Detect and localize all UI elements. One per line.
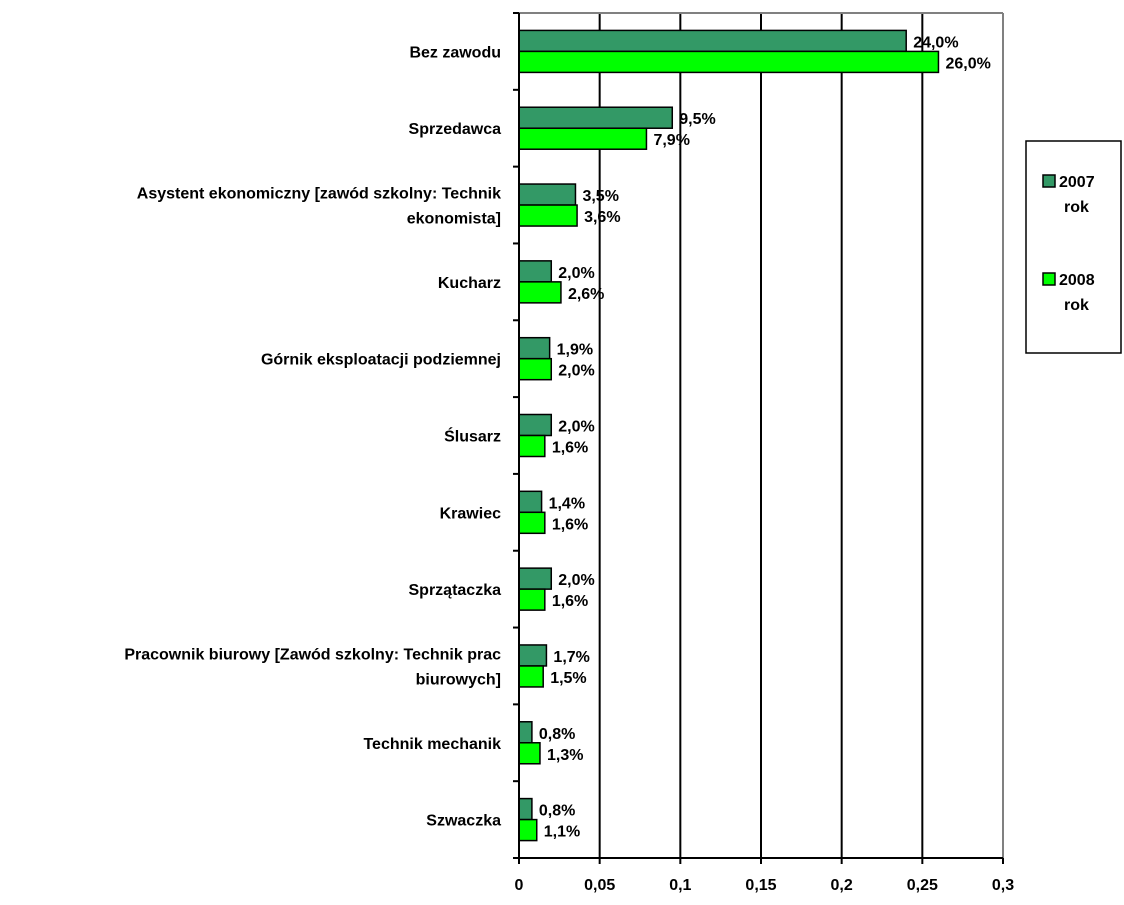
x-tick-label: 0,25 — [907, 877, 938, 894]
category-label: Ślusarz — [444, 427, 501, 446]
data-label: 1,6% — [552, 440, 588, 457]
category-label: Sprzątaczka — [409, 582, 502, 599]
category-label: Kucharz — [438, 275, 501, 292]
data-label: 1,9% — [557, 342, 593, 359]
legend-label: 2008 — [1059, 272, 1095, 289]
x-tick-label: 0,3 — [992, 877, 1014, 894]
category-label: Szwaczka — [426, 813, 501, 830]
data-label: 2,0% — [558, 363, 594, 380]
legend: 2007 rok 2008 rok — [1025, 140, 1122, 354]
legend-box — [1025, 140, 1122, 354]
bar-series1 — [518, 29, 907, 53]
x-tick-label: 0,05 — [584, 877, 615, 894]
bar-series1 — [518, 336, 551, 360]
bar-series1 — [518, 644, 548, 667]
category-label: Górnik eksploatacji podziemnej — [261, 352, 501, 369]
data-label: 2,6% — [568, 286, 604, 303]
bar-series2 — [518, 665, 544, 688]
data-label: 2,0% — [558, 572, 594, 589]
data-label: 3,5% — [582, 188, 618, 205]
bar-series1 — [518, 106, 674, 129]
data-label: 0,8% — [539, 803, 575, 820]
category-label: ekonomista] — [407, 211, 501, 228]
bar-series1 — [518, 183, 577, 206]
axes — [513, 12, 1004, 864]
legend-label: 2007 — [1059, 174, 1095, 191]
category-label: Technik mechanik — [363, 736, 501, 753]
data-label: 26,0% — [945, 55, 990, 72]
bar-series2 — [518, 127, 648, 150]
data-label: 0,8% — [539, 726, 575, 743]
data-label: 9,5% — [679, 111, 715, 128]
data-label: 1,6% — [552, 516, 588, 533]
x-tick-label: 0,15 — [745, 877, 776, 894]
category-labels: Bez zawodu Sprzedawca Asystent ekonomiczny… — [124, 44, 501, 829]
x-tick-label: 0,1 — [669, 877, 691, 894]
data-label: 2,0% — [558, 265, 594, 282]
category-label: Krawiec — [440, 505, 501, 522]
value-labels: 24,0% 26,0% 9,5% 7,9% 3,5% 3,6% 2,0% 2,6% 1,9% 2,… — [539, 34, 991, 840]
bars — [518, 29, 940, 842]
x-tick-label: 0 — [515, 877, 524, 894]
bar-series1 — [518, 260, 553, 283]
bar-series1 — [518, 721, 533, 744]
data-label: 7,9% — [653, 132, 689, 149]
data-label: 24,0% — [913, 34, 958, 51]
bar-series2 — [518, 434, 546, 458]
legend-swatch — [1042, 174, 1056, 188]
legend-swatch — [1042, 272, 1056, 286]
category-label: Bez zawodu — [409, 44, 501, 61]
data-label: 2,0% — [558, 419, 594, 436]
data-label: 1,1% — [544, 824, 580, 841]
data-label: 1,5% — [550, 670, 586, 687]
data-label: 1,7% — [553, 649, 589, 666]
bar-series2 — [518, 50, 940, 74]
bar-series2 — [518, 357, 553, 381]
bar-series2 — [518, 281, 562, 304]
bar-series2 — [518, 204, 578, 227]
bar-series1 — [518, 567, 553, 590]
bar-series1 — [518, 413, 553, 437]
gridlines — [519, 12, 1004, 858]
bar-series1 — [518, 797, 533, 821]
category-label: Pracownik biurowy [Zawód szkolny: Techni… — [124, 646, 501, 663]
category-label: biurowych] — [416, 671, 501, 688]
bar-series2 — [518, 511, 546, 535]
legend-label: rok — [1064, 297, 1089, 314]
bar-series2 — [518, 818, 538, 842]
bar-series2 — [518, 742, 541, 765]
x-tick-labels: 0 0,05 0,1 0,15 0,2 0,25 0,3 — [515, 877, 1015, 894]
data-label: 1,6% — [552, 593, 588, 610]
bar-series1 — [518, 490, 543, 514]
data-label: 1,3% — [547, 747, 583, 764]
category-label: Asystent ekonomiczny [zawód szkolny: Tec… — [137, 186, 501, 203]
x-tick-label: 0,2 — [831, 877, 853, 894]
legend-label: rok — [1064, 199, 1089, 216]
bar-series2 — [518, 588, 546, 611]
category-label: Sprzedawca — [409, 121, 502, 138]
data-label: 3,6% — [584, 209, 620, 226]
data-label: 1,4% — [549, 495, 585, 512]
